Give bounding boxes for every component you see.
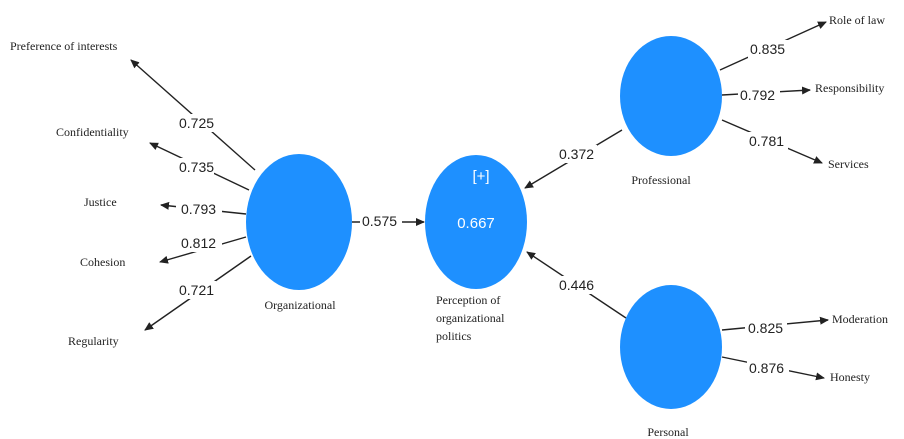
- personal-label: Personal: [647, 425, 689, 439]
- indicator-honesty: Honesty: [830, 370, 870, 384]
- loading-confidentiality: 0.735: [176, 158, 214, 176]
- svg-text:0.721: 0.721: [179, 282, 214, 298]
- indicator-preference: Preference of interests: [10, 39, 118, 53]
- perception-r-squared: 0.667: [457, 215, 495, 232]
- loading-role-of-law: 0.835: [748, 40, 790, 58]
- svg-text:0.372: 0.372: [559, 146, 594, 162]
- loading-services: 0.781: [746, 132, 788, 150]
- perception-node[interactable]: [425, 155, 527, 289]
- loading-cohesion: 0.812: [176, 234, 222, 252]
- path-value-professional-perception: 0.372: [557, 145, 597, 163]
- perception-label-line3: politics: [436, 329, 472, 343]
- indicator-services: Services: [828, 157, 869, 171]
- perception-badge: [+]: [472, 168, 489, 185]
- indicator-confidentiality: Confidentiality: [56, 125, 129, 139]
- organizational-node[interactable]: [246, 154, 352, 290]
- indicator-moderation: Moderation: [832, 312, 888, 326]
- professional-node[interactable]: [620, 36, 722, 156]
- organizational-label: Organizational: [264, 298, 336, 312]
- svg-text:0.876: 0.876: [749, 360, 784, 376]
- loading-moderation: 0.825: [745, 319, 787, 337]
- loading-honesty: 0.876: [747, 359, 789, 377]
- svg-text:0.781: 0.781: [749, 133, 784, 149]
- personal-node[interactable]: [620, 285, 722, 409]
- svg-text:0.825: 0.825: [748, 320, 783, 336]
- loading-responsibility: 0.792: [738, 86, 780, 104]
- svg-text:0.446: 0.446: [559, 277, 594, 293]
- svg-text:0.792: 0.792: [740, 87, 775, 103]
- loading-regularity: 0.721: [176, 281, 216, 299]
- svg-text:0.812: 0.812: [181, 235, 216, 251]
- indicator-cohesion: Cohesion: [80, 255, 125, 269]
- loading-justice: 0.793: [176, 200, 222, 218]
- indicator-responsibility: Responsibility: [815, 81, 884, 95]
- svg-text:0.575: 0.575: [362, 213, 397, 229]
- perception-label-line1: Perception of: [436, 293, 500, 307]
- path-value-org-perception: 0.575: [360, 212, 402, 230]
- perception-label-line2: organizational: [436, 311, 505, 325]
- indicator-regularity: Regularity: [68, 334, 119, 348]
- indicator-justice: Justice: [84, 195, 117, 209]
- svg-text:0.725: 0.725: [179, 115, 214, 131]
- loading-preference: 0.725: [176, 114, 214, 132]
- svg-text:0.793: 0.793: [181, 201, 216, 217]
- professional-label: Professional: [631, 173, 691, 187]
- svg-text:0.835: 0.835: [750, 41, 785, 57]
- path-value-personal-perception: 0.446: [556, 276, 598, 294]
- indicator-role-of-law: Role of law: [829, 13, 885, 27]
- svg-text:0.735: 0.735: [179, 159, 214, 175]
